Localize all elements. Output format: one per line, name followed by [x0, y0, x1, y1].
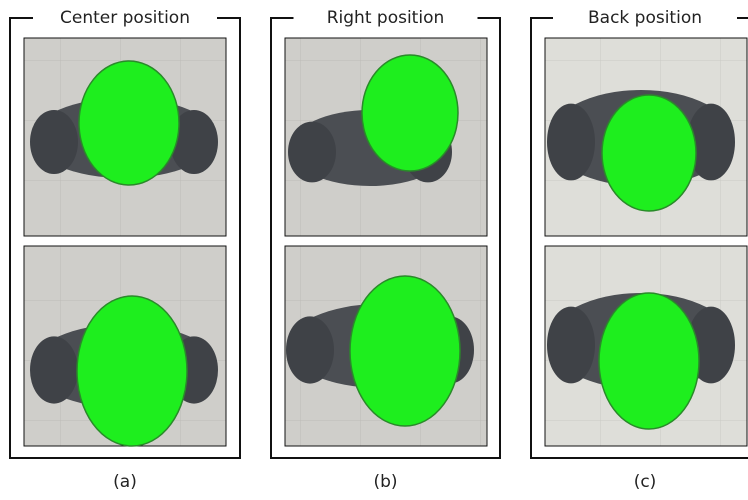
- panel-title: Right position: [327, 8, 445, 28]
- panel: Right position (b): [271, 8, 500, 492]
- shoulder-left: [30, 336, 78, 403]
- photo: [24, 246, 226, 446]
- figure: Center position (a) Right position (b) Back …: [0, 0, 748, 500]
- panel-caption: (a): [113, 472, 137, 492]
- shoulder-left: [547, 104, 595, 181]
- photo: [24, 38, 226, 236]
- shoulder-left: [547, 307, 595, 384]
- shoulder-left: [286, 316, 334, 383]
- photo: [285, 246, 487, 446]
- panel-caption: (b): [373, 472, 397, 492]
- shoulder-left: [288, 122, 336, 183]
- shoulder-left: [30, 110, 78, 174]
- photo: [545, 246, 747, 446]
- panel: Center position (a): [10, 8, 240, 492]
- head-mask: [599, 293, 699, 429]
- panel-title: Back position: [588, 8, 702, 28]
- head-mask: [79, 61, 179, 185]
- photo: [545, 38, 747, 236]
- head-mask: [602, 95, 696, 211]
- head-mask: [77, 296, 187, 446]
- head-mask: [350, 276, 460, 426]
- panel: Back position (c): [531, 8, 748, 492]
- panel-title: Center position: [60, 8, 190, 28]
- panel-caption: (c): [634, 472, 657, 492]
- photo: [285, 38, 487, 236]
- head-mask: [362, 55, 458, 171]
